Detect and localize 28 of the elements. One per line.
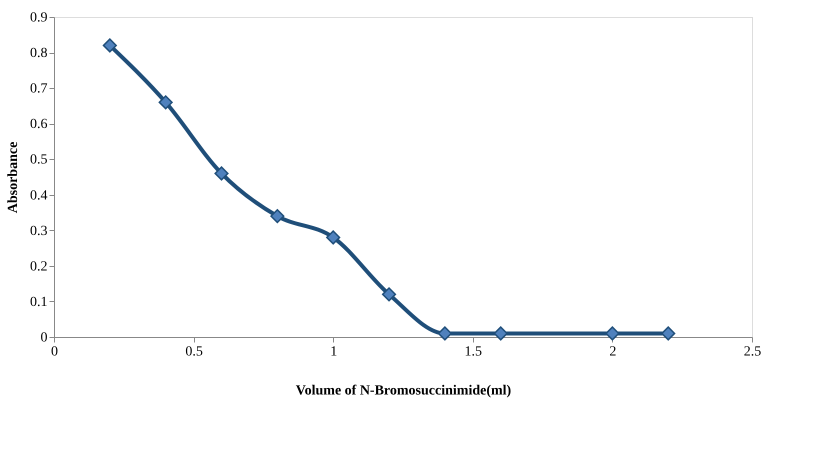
point (661, 326, 676, 341)
y-tick-label: 0.6 (30, 117, 48, 132)
point (438, 326, 452, 341)
x-tick-label: 1.5 (464, 344, 482, 360)
x-tick-label: 2 (609, 344, 616, 360)
y-axis-title: Absorbance (6, 142, 21, 214)
y-tick-label: 0.3 (30, 224, 48, 239)
x-tick-label: 2.5 (744, 344, 762, 360)
y-tick-label: 0.7 (30, 82, 48, 97)
x-tick-label: 1 (330, 344, 338, 360)
x-tick-label: 0 (51, 344, 58, 360)
y-tick-label: 0.4 (30, 188, 48, 204)
point (382, 287, 396, 302)
y-tick-label: 0.9 (30, 10, 48, 26)
y-tick-label: 0.8 (30, 46, 48, 62)
point (270, 209, 284, 224)
x-tick-label: 0.5 (185, 344, 203, 360)
y-tick-label: 0 (40, 330, 48, 346)
x-axis-title: Volume of N-Bromosuccinimide(ml) (296, 384, 512, 398)
point (494, 326, 508, 341)
point (605, 326, 620, 341)
y-tick-label: 0.1 (30, 294, 48, 310)
point (102, 38, 117, 53)
y-tick-label: 0.5 (30, 152, 48, 168)
point (326, 230, 340, 245)
point (158, 95, 173, 110)
point (214, 166, 229, 181)
y-tick-label: 0.2 (30, 259, 48, 274)
